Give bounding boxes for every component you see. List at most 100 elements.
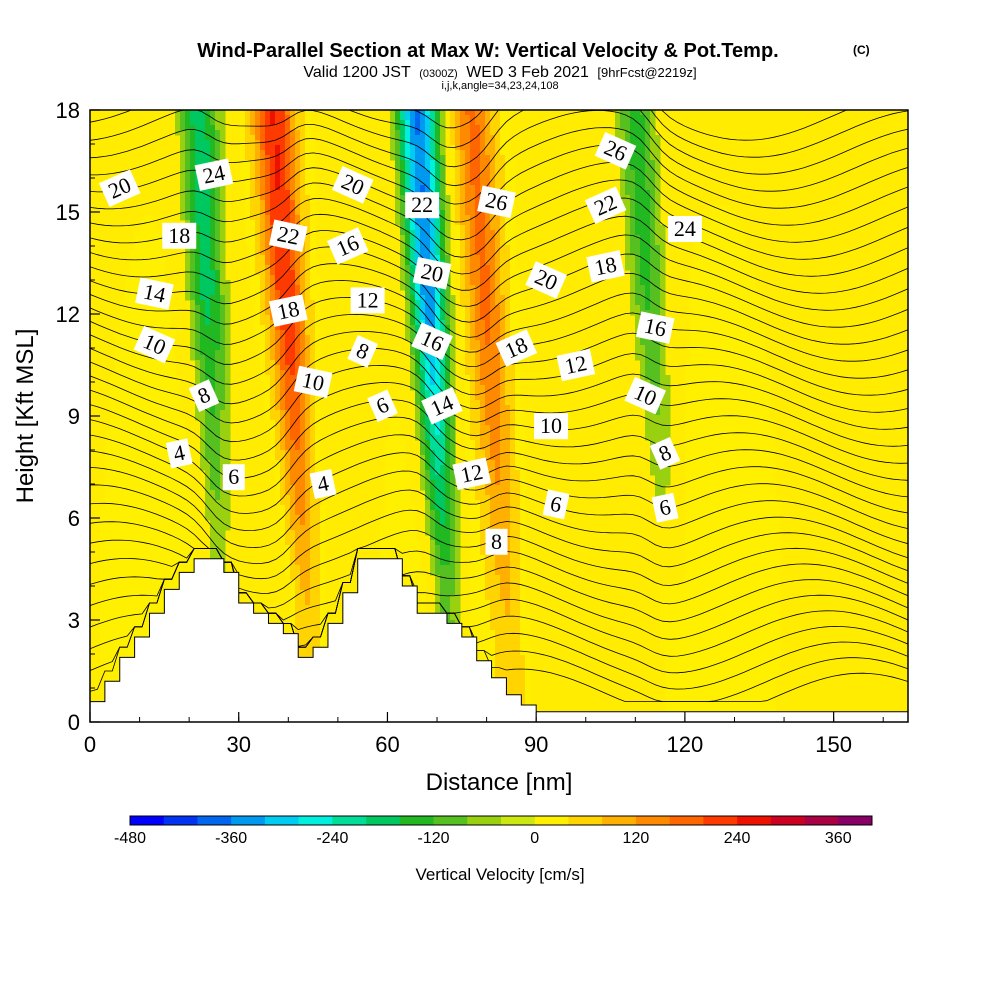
colorbar-label: Vertical Velocity [cm/s] [415,865,584,884]
contour-label: 26 [477,185,516,219]
contour-label: 12 [556,348,596,382]
contour-label-box [165,438,193,469]
contour-label-box [495,329,538,367]
valid-time-line: Valid 1200 JST (0300Z) WED 3 Feb 2021 [9… [303,64,696,81]
isentrope-line [90,450,908,532]
chart-title: Wind-Parallel Section at Max W: Vertical… [197,40,778,62]
valid-utc: (0300Z) [419,68,458,80]
colorbar-swatch [703,816,738,825]
contour-label-box [268,219,308,253]
contour-label-box [350,287,385,314]
isentrope-line [90,330,908,413]
axes: 0 30 60 90 120 150 0 3 6 9 12 15 18 [56,98,884,757]
isentrope-line [90,213,908,294]
contour-label-box [452,457,492,491]
colorbar-swatch [770,816,805,825]
y-tick-label: 12 [56,302,80,327]
y-axis-label: Height [Kft MSL] [12,329,39,504]
contour-label-box [98,169,141,207]
isentrope-line [90,179,908,260]
contour-label-text: 18 [275,296,302,325]
contour-label-box [162,222,197,249]
isentrope-line [90,110,908,158]
contour-label-box [485,528,508,555]
contour-label: 6 [222,464,245,491]
contour-label-text: 16 [642,313,669,342]
isentrope-line [90,502,908,580]
contour-label-box [525,261,567,299]
y-tick-label: 0 [68,710,80,735]
contour-label-text: 10 [300,367,327,396]
terrain [90,558,908,722]
contour-label-box [542,489,570,520]
contour-label-box [367,389,398,423]
colorbar-swatch [669,816,704,825]
isentrope-line [90,467,908,549]
colorbar-tick-label: 0 [530,830,539,847]
contour-label: 6 [542,489,570,520]
contour-label-box [222,464,245,491]
colorbar-tick-label: 360 [825,830,852,847]
copyright-mark: (C) [853,43,870,57]
isentrope-line [90,230,908,311]
isentrope-line [90,246,908,328]
isentrope-line [90,434,908,514]
contour-label: 4 [309,468,337,500]
contour-label-box [331,166,374,204]
contour-label-text: 22 [275,221,302,250]
isentrope-line [90,484,908,564]
colorbar-swatch [130,816,165,825]
colorbar-tick-label: 120 [623,830,650,847]
isentrope-line [90,296,908,379]
contour-label: 10 [293,365,333,399]
contour-label-box [347,335,379,368]
contour-label-text: 12 [357,287,379,312]
colorbar-swatch [602,816,637,825]
contour-label: 18 [495,329,538,367]
contour-label-box [412,256,452,290]
contour-label-box [421,387,463,425]
colorbar-swatch [838,816,873,825]
contour-label-box [584,186,627,224]
colorbar-tick-label: -480 [114,830,146,847]
contour-label-text: 12 [458,459,485,488]
contour-label-text: 24 [674,216,696,241]
isentrope-line [90,364,908,447]
x-tick-label: 30 [226,732,250,757]
colorbar-swatch [399,816,434,825]
valid-date: WED 3 Feb 2021 [466,64,589,81]
contour-label-text: 10 [540,413,562,438]
contour-label-text: 26 [483,187,510,216]
contour-label-box [309,468,337,500]
contour-label: 14 [135,277,174,310]
colorbar-swatch [737,816,772,825]
contour-label: 16 [326,227,369,265]
contour-label-box [586,250,625,283]
contour-label-box [268,294,308,327]
contour-label-text: 20 [419,258,446,287]
colorbar-swatch [163,816,198,825]
isentrope-line [90,280,908,362]
contour-label-text: 18 [168,223,190,248]
contour-label: 16 [635,311,675,344]
contour-label-box [411,322,453,360]
contour-label-text: 8 [491,529,502,554]
contour-label-text: 4 [171,440,187,467]
valid-prefix: Valid 1200 JST [303,64,411,81]
y-tick-label: 15 [56,200,80,225]
x-tick-label: 90 [524,732,548,757]
y-tick-label: 6 [68,506,80,531]
contour-label: 8 [347,335,379,368]
x-axis-label: Distance [nm] [426,769,573,796]
contour-label-text: 4 [315,470,331,497]
contour-label: 12 [350,287,385,314]
colorbar-swatch [264,816,299,825]
contour-label-box [405,192,440,219]
colorbar-swatch [298,816,333,825]
colorbar-swatch [231,816,266,825]
contour-label: 6 [651,492,679,523]
colorbar-swatch [332,816,367,825]
contour-label-box [326,227,369,265]
contour-label: 18 [268,294,308,327]
colorbar-tick-label: -240 [316,830,348,847]
